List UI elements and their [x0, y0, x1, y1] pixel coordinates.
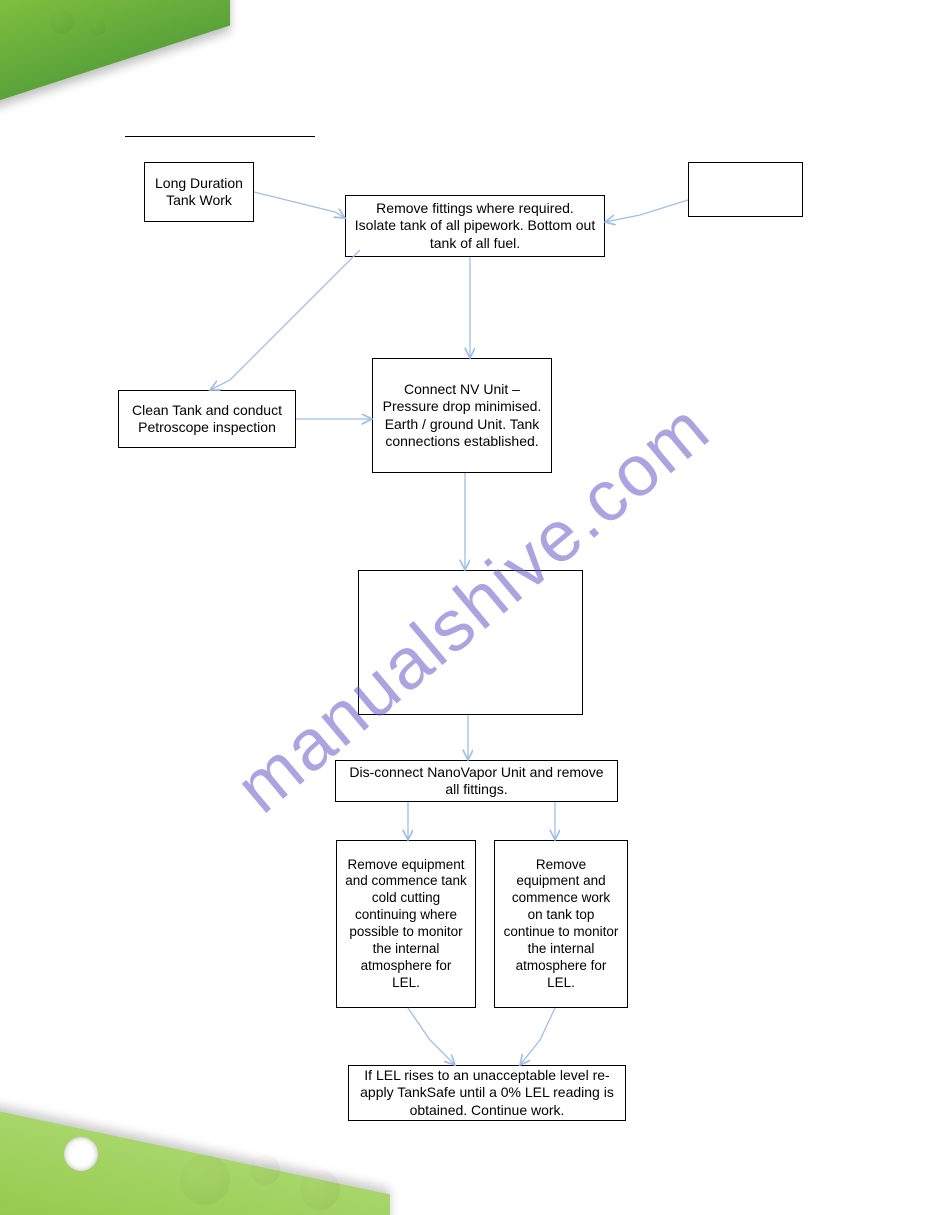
- node-disconnect-nanovapor: Dis-connect NanoVapor Unit and remove al…: [335, 760, 618, 802]
- node-lel-reapply: If LEL rises to an unacceptable level re…: [348, 1065, 626, 1121]
- node-text: Remove equipment and commence work on ta…: [503, 857, 619, 992]
- node-blank-middle: [358, 570, 583, 715]
- decorative-bubble: [300, 1170, 340, 1210]
- node-text: Clean Tank and conduct Petroscope inspec…: [127, 402, 287, 437]
- node-text: Remove fittings where required. Isolate …: [354, 200, 596, 253]
- node-long-duration: Long Duration Tank Work: [144, 162, 254, 222]
- decorative-bubble: [180, 1155, 230, 1205]
- page: Long Duration Tank Work Remove fittings …: [0, 0, 945, 1215]
- edge-n7-n9: [408, 1008, 455, 1065]
- node-top-right-blank: [688, 162, 803, 217]
- node-remove-fittings: Remove fittings where required. Isolate …: [345, 195, 605, 257]
- node-text: Connect NV Unit – Pressure drop minimise…: [381, 381, 543, 451]
- node-connect-nv: Connect NV Unit – Pressure drop minimise…: [372, 358, 552, 473]
- decorative-bubble: [90, 20, 106, 36]
- node-remove-equip-cold-cut: Remove equipment and commence tank cold …: [336, 840, 476, 1008]
- decorative-bubble: [250, 1155, 280, 1185]
- header-rule: [125, 136, 315, 137]
- node-text: Remove equipment and commence tank cold …: [345, 857, 467, 992]
- node-text: Long Duration Tank Work: [153, 175, 245, 210]
- decorative-corner-top: [0, 0, 230, 110]
- decorative-bubble: [50, 10, 74, 34]
- node-remove-equip-tank-top: Remove equipment and commence work on ta…: [494, 840, 628, 1008]
- node-text: If LEL rises to an unacceptable level re…: [357, 1067, 617, 1120]
- binder-hole: [64, 1137, 98, 1171]
- edge-n8-n9: [520, 1008, 555, 1065]
- node-text: Dis-connect NanoVapor Unit and remove al…: [344, 764, 609, 799]
- edge-ntr-n2: [605, 200, 688, 222]
- node-clean-tank: Clean Tank and conduct Petroscope inspec…: [118, 390, 296, 448]
- edge-n2-n3: [210, 250, 360, 390]
- edge-n1-n2: [254, 192, 345, 218]
